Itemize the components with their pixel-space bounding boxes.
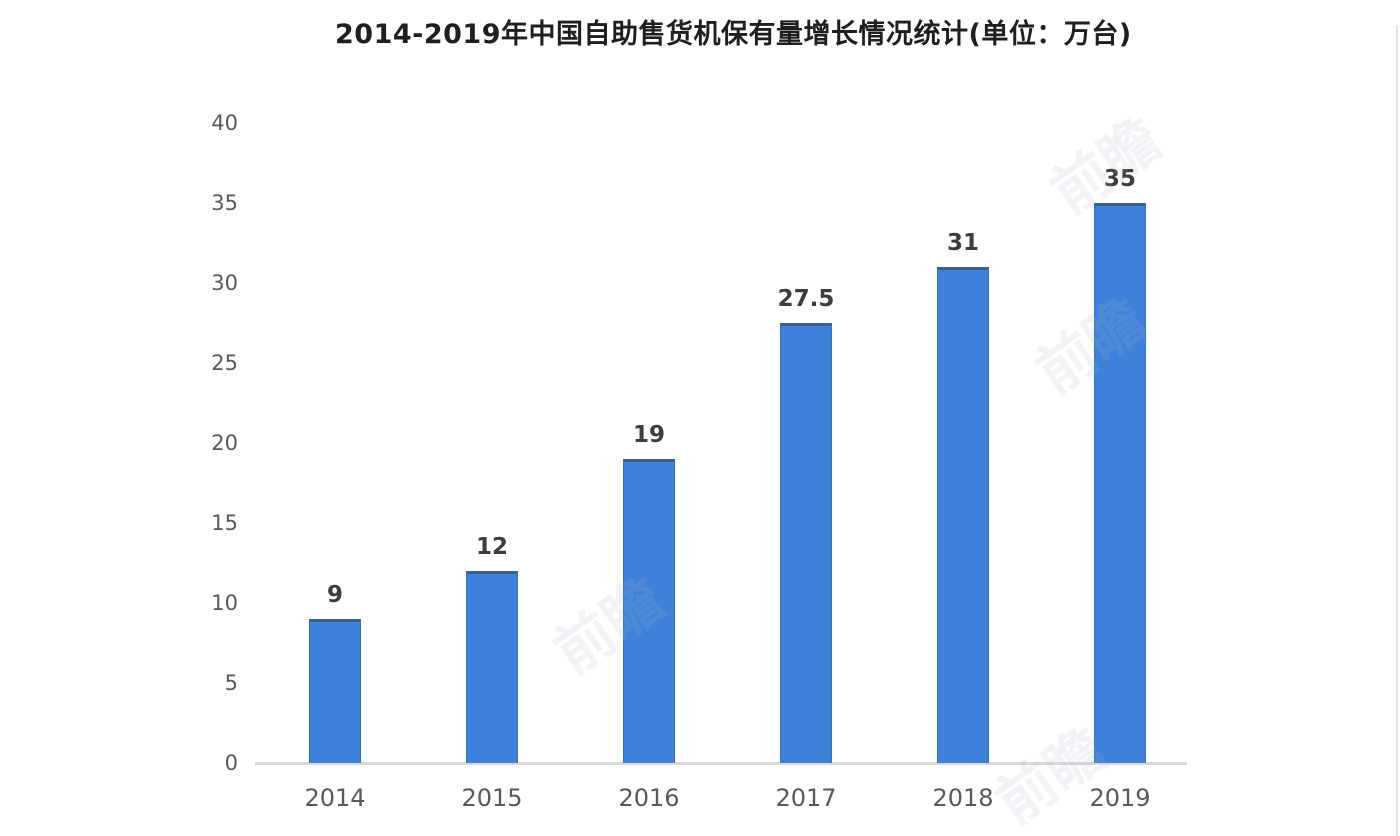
bar-value-label: 12 [475,534,508,560]
y-axis-label: 10 [211,591,238,615]
x-axis-label: 2019 [1089,784,1151,812]
y-axis-label: 25 [211,351,238,375]
x-axis-label: 2018 [932,784,994,812]
chart-title: 2014-2019年中国自助售货机保有量增长情况统计(单位：万台) [335,19,1132,50]
bar-value-label: 19 [632,422,665,448]
bar-value-label: 27.5 [777,286,835,312]
x-axis-label: 2014 [304,784,366,812]
x-axis-label: 2017 [775,784,837,812]
y-axis-label: 0 [224,751,238,775]
x-axis-label: 2015 [461,784,523,812]
y-axis-label: 5 [224,671,238,695]
y-axis-label: 40 [211,111,238,135]
x-axis-line [255,762,1187,765]
bar-2018 [937,267,989,763]
bar-2015 [466,571,518,763]
bar-2014 [309,619,361,763]
y-axis-label: 30 [211,271,238,295]
bar-2016 [623,459,675,763]
bar-2019 [1094,203,1146,763]
y-axis-label: 20 [211,431,238,455]
bar-value-label: 9 [326,582,343,608]
bar-2017 [780,323,832,763]
y-axis-label: 15 [211,511,238,535]
x-axis-label: 2016 [618,784,680,812]
y-axis-label: 35 [211,191,238,215]
bar-value-label: 35 [1103,166,1136,192]
bar-value-label: 31 [946,230,979,256]
image-edge-line [1396,25,1398,836]
